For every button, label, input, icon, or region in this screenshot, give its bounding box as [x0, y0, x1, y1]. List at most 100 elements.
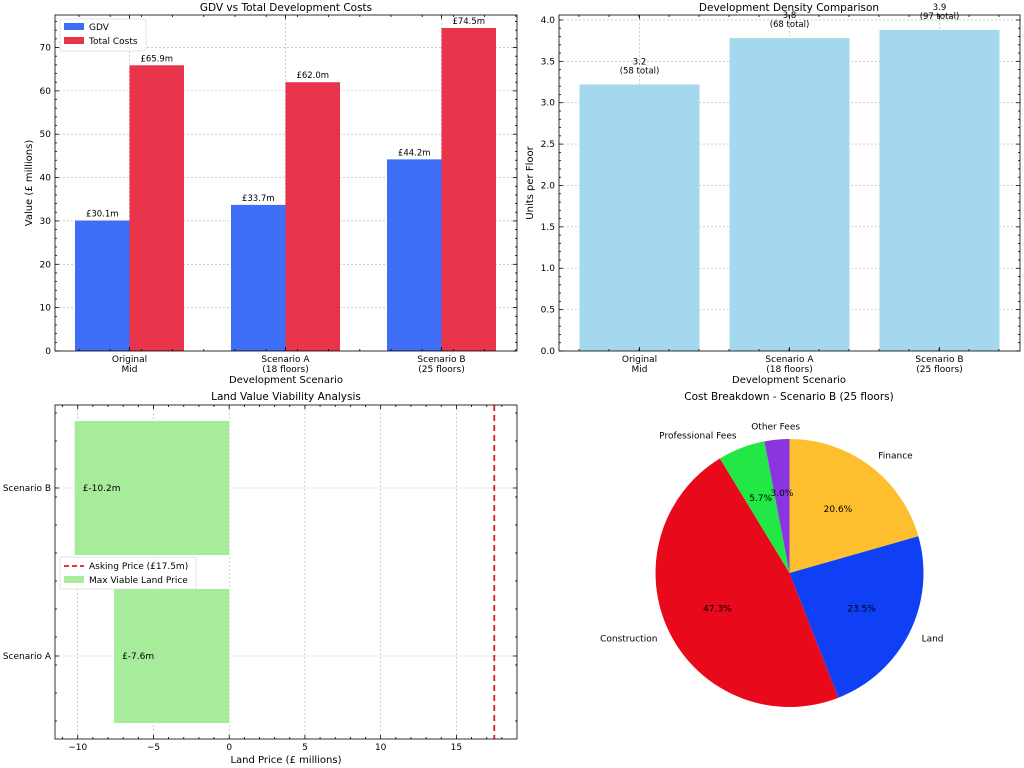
bar-label-gdv-2: £33.7m [242, 194, 275, 204]
gdv-chart-xlabel: Development Scenario [229, 375, 343, 386]
pie-slice-land [789, 536, 924, 698]
land-xtick-label: −5 [147, 743, 160, 753]
gdv-ytick-label: 30 [40, 217, 52, 227]
land-bar-label-scenario-a: £-7.6m [122, 652, 154, 662]
bar-label-total-costs-3: £74.5m [452, 17, 485, 27]
gdv-ytick-label: 60 [40, 87, 52, 97]
bar-gdv-3 [387, 159, 442, 351]
bar-label-total-costs-2: £62.0m [296, 71, 329, 81]
legend-label-max-viable: Max Viable Land Price [89, 576, 188, 586]
density-bar-1 [579, 84, 700, 351]
land-xtick-label: 10 [375, 743, 387, 753]
cost-breakdown-pie: Cost Breakdown - Scenario B (25 floors) … [600, 391, 944, 707]
gdv-xtick-label: Mid [122, 365, 138, 375]
land-ytick-label: Scenario A [3, 652, 52, 662]
density-ytick-label: 0.0 [541, 347, 556, 357]
land-xtick-label: 15 [451, 743, 462, 753]
density-chart-xlabel: Development Scenario [732, 375, 846, 386]
gdv-xtick-label: Scenario A [261, 355, 310, 365]
density-ytick-label: 4.0 [541, 16, 556, 26]
density-ytick-label: 3.0 [541, 99, 556, 109]
bar-total-costs-3 [441, 28, 496, 352]
density-ytick-label: 1.0 [541, 264, 556, 274]
bar-label-gdv-3: £44.2m [398, 148, 431, 158]
land-ytick-label: Scenario B [3, 484, 51, 494]
legend-label-gdv: GDV [89, 23, 110, 33]
bar-label-gdv-1: £30.1m [86, 210, 119, 220]
legend-swatch-gdv [64, 23, 84, 30]
land-chart-frame [54, 404, 518, 740]
density-ytick-label: 1.5 [541, 223, 555, 233]
density-chart: Development Density Comparison 3.2(58 to… [525, 2, 1021, 386]
density-xtick-label: Original [622, 355, 657, 365]
gdv-chart-frame [54, 14, 518, 352]
land-viability-chart: Land Value Viability Analysis £-10.2m £-7… [3, 391, 518, 766]
gdv-chart-title: GDV vs Total Development Costs [200, 2, 372, 14]
bar-total-costs-2 [285, 82, 340, 351]
gdv-chart-ylabel: Value (£ millions) [24, 140, 35, 227]
gdv-ytick-label: 20 [40, 260, 52, 270]
density-ytick-label: 2.5 [541, 140, 555, 150]
gdv-xtick-label: Scenario B [417, 355, 465, 365]
density-bar-2 [729, 38, 850, 351]
bar-total-costs-1 [129, 65, 184, 351]
gdv-ytick-label: 70 [40, 44, 52, 54]
pie-pct-finance: 20.6% [824, 505, 853, 515]
density-ytick-label: 0.5 [541, 306, 555, 316]
density-bar-3 [879, 29, 1000, 352]
gdv-xtick-label: (25 floors) [418, 365, 464, 375]
land-xtick-label: 5 [302, 743, 308, 753]
gdv-xtick-label: (18 floors) [262, 365, 308, 375]
density-bar-label-1: 3.2 [633, 58, 647, 68]
density-bar-label-2: (68 total) [770, 20, 810, 30]
gdv-ytick-label: 10 [40, 304, 52, 314]
pie-slice-other-fees [764, 439, 790, 573]
gdv-cost-chart: GDV vs Total Development Costs £30.1m £65… [24, 2, 518, 386]
pie-pct-construction: 47.3% [703, 605, 732, 615]
density-chart-frame [558, 14, 1021, 352]
legend-swatch-total-costs [64, 37, 84, 44]
pie-pct-professional-fees: 5.7% [749, 494, 772, 504]
density-bar-label-3: 3.9 [933, 3, 947, 13]
density-chart-title: Development Density Comparison [699, 2, 879, 14]
legend-label-asking-price: Asking Price (£17.5m) [89, 562, 188, 572]
land-bar-scenario-a [114, 589, 230, 723]
density-xtick-label: (25 floors) [916, 365, 962, 375]
bar-gdv-1 [75, 220, 130, 351]
land-chart-legend: Asking Price (£17.5m) Max Viable Land Pr… [59, 556, 197, 590]
density-ytick-label: 2.0 [541, 181, 556, 191]
bar-label-total-costs-1: £65.9m [140, 54, 173, 64]
pie-label-other-fees: Other Fees [751, 422, 800, 432]
gdv-chart-legend: GDV Total Costs [59, 18, 147, 52]
land-chart-title: Land Value Viability Analysis [211, 391, 361, 403]
gdv-ytick-label: 0 [45, 347, 51, 357]
pie-pct-land: 23.5% [847, 605, 876, 615]
pie-label-finance: Finance [878, 451, 913, 461]
pie-slice-professional-fees [719, 441, 790, 573]
density-bar-label-1: (58 total) [620, 67, 660, 77]
land-bar-label-scenario-b: £-10.2m [83, 484, 121, 494]
land-xtick-label: 0 [226, 743, 232, 753]
density-chart-ylabel: Units per Floor [525, 145, 536, 219]
gdv-xtick-label: Original [112, 355, 147, 365]
density-xtick-label: Mid [632, 365, 648, 375]
land-bar-scenario-b [74, 421, 230, 555]
pie-label-land: Land [922, 634, 944, 644]
density-ytick-label: 3.5 [541, 57, 555, 67]
pie-label-construction: Construction [600, 634, 657, 644]
gdv-ytick-label: 40 [40, 174, 52, 184]
density-xtick-label: (18 floors) [766, 365, 812, 375]
land-xtick-label: −10 [68, 743, 87, 753]
pie-pct-other-fees: 3.0% [771, 489, 794, 499]
land-chart-xlabel: Land Price (£ millions) [230, 755, 341, 766]
pie-slice-finance [789, 439, 919, 573]
legend-label-total-costs: Total Costs [88, 37, 138, 47]
density-xtick-label: Scenario A [765, 355, 814, 365]
pie-chart-title: Cost Breakdown - Scenario B (25 floors) [684, 391, 893, 403]
bar-gdv-2 [231, 204, 286, 351]
legend-swatch-max-viable [64, 576, 84, 583]
density-xtick-label: Scenario B [915, 355, 963, 365]
pie-slice-construction [655, 458, 839, 707]
pie-label-professional-fees: Professional Fees [659, 431, 737, 441]
